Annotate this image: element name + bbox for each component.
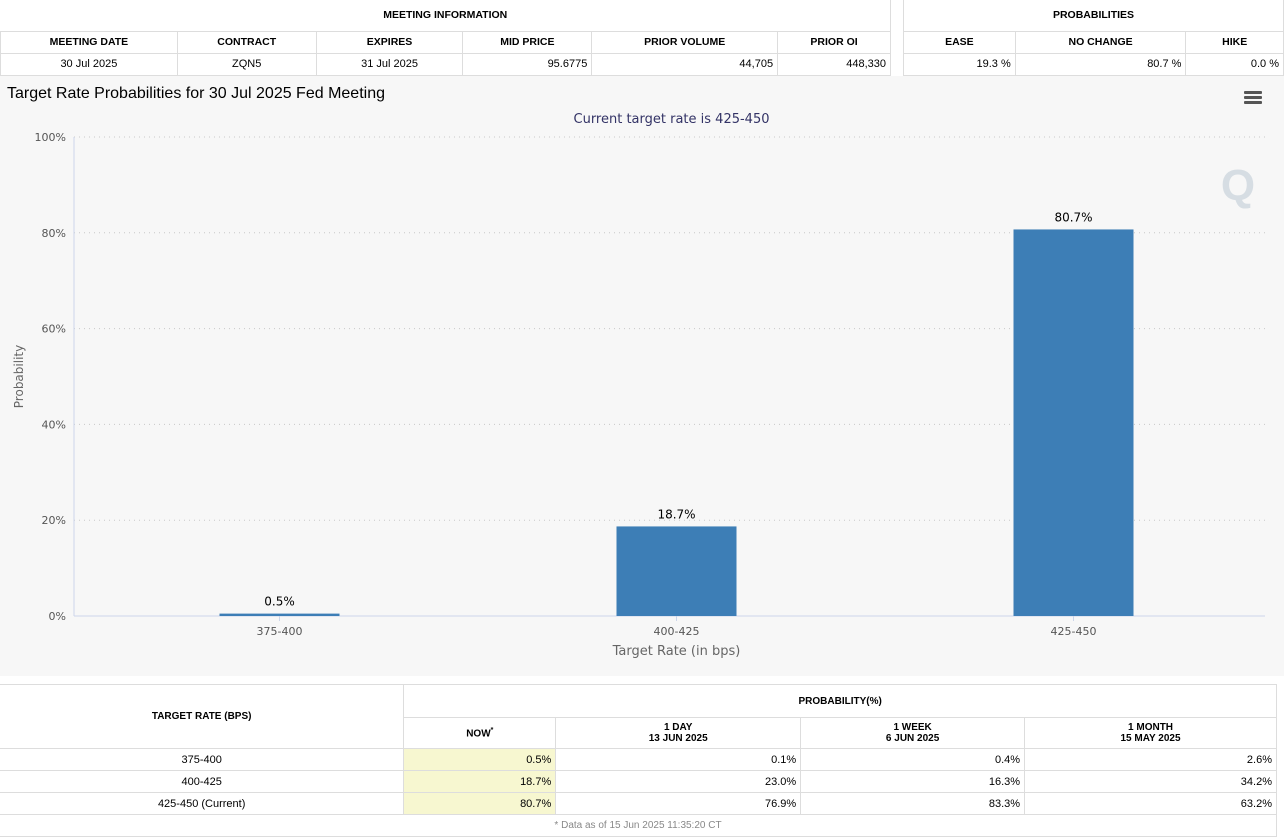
month-cell: 63.2% (1024, 792, 1277, 815)
rate-cell: 375-400 (0, 748, 405, 771)
ease-value: 19.3 % (903, 52, 1016, 76)
day-cell: 23.0% (555, 770, 802, 793)
chart-title: Target Rate Probabilities for 30 Jul 202… (7, 85, 385, 102)
week-cell: 16.3% (800, 770, 1026, 793)
now-cell: 0.5% (403, 748, 557, 771)
col-expires: EXPIRES (315, 30, 464, 54)
footnote: * Data as of 15 Jun 2025 11:35:20 CT (0, 814, 1277, 837)
col-no-change: NO CHANGE (1014, 30, 1187, 54)
day-cell: 76.9% (555, 792, 802, 815)
y-tick-label: 80% (42, 227, 66, 240)
day-cell: 0.1% (555, 748, 802, 771)
week-cell: 83.3% (800, 792, 1026, 815)
rate-cell: 425-450 (Current) (0, 792, 405, 815)
col-contract: CONTRACT (176, 30, 317, 54)
month-cell: 34.2% (1024, 770, 1277, 793)
rate-cell: 400-425 (0, 770, 405, 793)
col-ease: EASE (903, 30, 1016, 54)
probabilities-header: PROBABILITIES (903, 0, 1284, 32)
col-1-day: 1 DAY 13 JUN 2025 (555, 717, 802, 749)
watermark-logo: Q (1221, 161, 1255, 210)
y-axis-label: Probability (12, 345, 26, 408)
col-mid-price: MID PRICE (462, 30, 593, 54)
table-row: 400-425 18.7% 23.0% 16.3% 34.2% (0, 770, 1277, 793)
col-1-month: 1 MONTH 15 MAY 2025 (1024, 717, 1277, 749)
table-row: 425-450 (Current) 80.7% 76.9% 83.3% 63.2… (0, 792, 1277, 815)
prior-volume-value: 44,705 (591, 52, 779, 76)
col-now: NOW* (403, 717, 557, 749)
y-tick-label: 40% (42, 418, 66, 431)
col-prior-oi: PRIOR OI (777, 30, 891, 54)
bar-chart: Current target rate is 425-450 Q 0% 20% 40% 6… (12, 112, 1265, 659)
meeting-date-value: 30 Jul 2025 (0, 52, 178, 76)
y-tick-label: 60% (42, 323, 66, 336)
hike-value: 0.0 % (1185, 52, 1284, 76)
bar (616, 526, 737, 616)
col-now-sup: * (490, 726, 494, 734)
col-meeting-date: MEETING DATE (0, 30, 178, 54)
probabilities-table: PROBABILITIES EASE NO CHANGE HIKE 19.3 %… (903, 0, 1284, 76)
col-1-week-label: 1 WEEK (893, 722, 932, 733)
bar (219, 613, 340, 616)
col-prior-volume: PRIOR VOLUME (591, 30, 779, 54)
now-cell: 18.7% (403, 770, 557, 793)
data-label: 0.5% (264, 595, 295, 609)
meeting-info-header: MEETING INFORMATION (0, 0, 891, 32)
y-tick-label: 20% (42, 514, 66, 527)
col-1-day-date: 13 JUN 2025 (648, 733, 708, 744)
now-cell: 80.7% (403, 792, 557, 815)
contract-value: ZQN5 (176, 52, 317, 76)
data-label: 18.7% (657, 507, 695, 521)
bar (1013, 229, 1134, 616)
col-1-month-date: 15 MAY 2025 (1120, 733, 1181, 744)
top-info: MEETING INFORMATION MEETING DATE CONTRAC… (0, 0, 1284, 76)
month-cell: 2.6% (1024, 748, 1277, 771)
data-label: 80.7% (1054, 210, 1092, 224)
col-1-month-label: 1 MONTH (1128, 722, 1174, 733)
x-tick-label: 400-425 (654, 625, 700, 638)
x-axis-label: Target Rate (in bps) (612, 644, 741, 659)
col-1-day-label: 1 DAY (663, 722, 693, 733)
mid-price-value: 95.6775 (462, 52, 593, 76)
expires-value: 31 Jul 2025 (315, 52, 464, 76)
chart-panel: Current target rate is 425-450 Q 0% 20% 40% 6… (0, 76, 1284, 676)
y-tick-label: 0% (49, 610, 66, 623)
x-tick-label: 375-400 (257, 625, 303, 638)
chart-subtitle: Current target rate is 425-450 (574, 112, 770, 127)
history-table: TARGET RATE (BPS) PROBABILITY(%) NOW* 1 … (0, 684, 1277, 837)
col-1-week-date: 6 JUN 2025 (885, 733, 940, 744)
x-tick-label: 425-450 (1051, 625, 1097, 638)
col-1-week: 1 WEEK 6 JUN 2025 (800, 717, 1026, 749)
col-hike: HIKE (1185, 30, 1284, 54)
menu-icon[interactable] (1244, 91, 1262, 105)
no-change-value: 80.7 % (1014, 52, 1187, 76)
probability-header: PROBABILITY(%) (403, 684, 1277, 718)
y-tick-label: 100% (35, 131, 66, 144)
col-now-label: NOW (466, 728, 491, 740)
target-rate-header: TARGET RATE (BPS) (0, 684, 405, 749)
prior-oi-value: 448,330 (777, 52, 891, 76)
table-row: 375-400 0.5% 0.1% 0.4% 2.6% (0, 748, 1277, 771)
week-cell: 0.4% (800, 748, 1026, 771)
meeting-info-table: MEETING INFORMATION MEETING DATE CONTRAC… (0, 0, 891, 76)
